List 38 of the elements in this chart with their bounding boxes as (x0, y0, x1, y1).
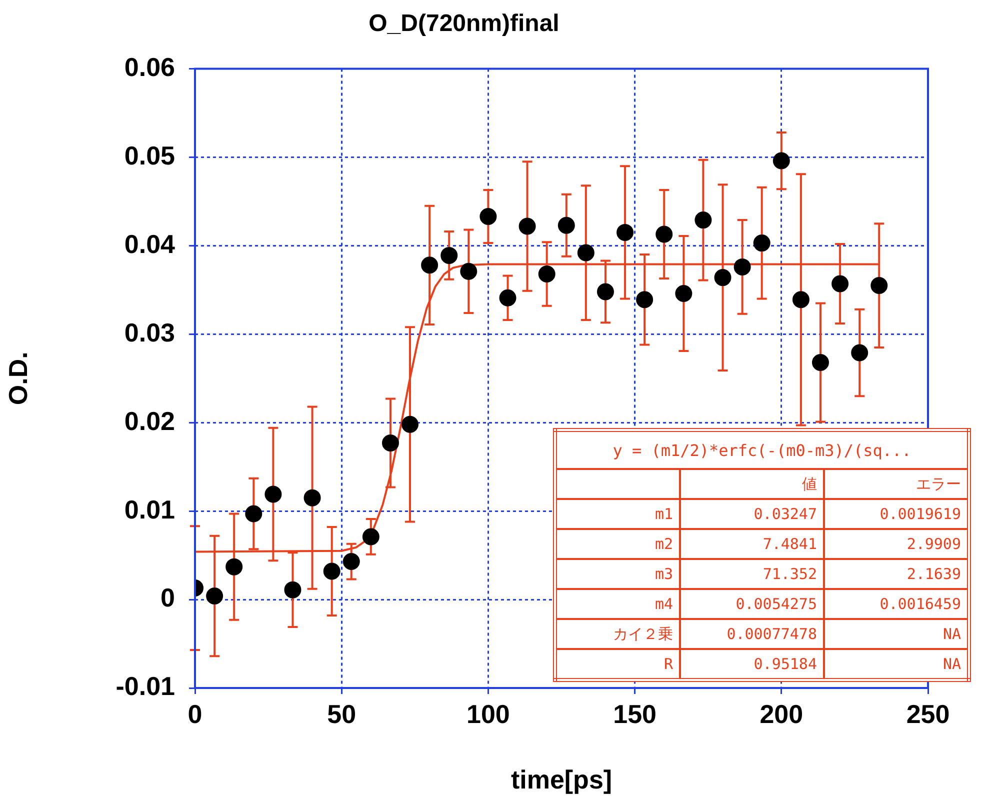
x-tick-label: 0 (188, 698, 202, 729)
annotation: R (555, 649, 680, 680)
annotation: m3 (555, 559, 680, 589)
annotation: m4 (555, 589, 680, 619)
annotation: m2 (555, 529, 680, 559)
annotation: 71.352 (680, 559, 824, 589)
annotation: 7.4841 (680, 529, 824, 559)
annotation: y = (m1/2)*erfc(-(m0-m3)/(sq... (555, 430, 969, 469)
text: NA (942, 655, 961, 673)
y-tick-label: 0.02 (124, 406, 175, 436)
chart-title: O_D(720nm)final (368, 10, 560, 38)
y-tick-label: -0.01 (116, 671, 175, 702)
y-tick-label: 0.03 (124, 317, 175, 348)
annotation: 2.9909 (824, 529, 969, 559)
text: NA (942, 625, 961, 643)
x-tick-label: 150 (613, 698, 656, 729)
x-tick-label: 50 (327, 698, 356, 729)
annotation: 0.0016459 (824, 589, 969, 619)
x-axis-title: time[ps] (510, 764, 612, 795)
annotation: カイ２乗 (555, 619, 680, 649)
annotation: 0.95184 (680, 649, 824, 680)
x-tick-label: 200 (760, 698, 804, 729)
y-tick-label: 0 (160, 582, 175, 613)
y-tick-label: 0.04 (124, 228, 176, 259)
annotation: 0.00077478 (680, 619, 824, 649)
annotation: m1 (555, 499, 680, 529)
annotation: 0.0054275 (680, 589, 824, 619)
y-axis-title: O.D. (2, 352, 33, 406)
x-tick-label: 250 (906, 698, 950, 729)
y-tick-label: 0.01 (124, 494, 175, 524)
annotation: 0.0019619 (824, 499, 969, 529)
annotation: 0.03247 (680, 499, 824, 529)
x-tick-label: 100 (466, 698, 510, 729)
y-tick-label: 0.06 (124, 52, 175, 82)
annotation: 値 (680, 469, 824, 499)
annotation: 2.1639 (824, 559, 969, 589)
annotation: エラー (824, 469, 969, 499)
y-tick-label: 0.05 (124, 140, 175, 170)
